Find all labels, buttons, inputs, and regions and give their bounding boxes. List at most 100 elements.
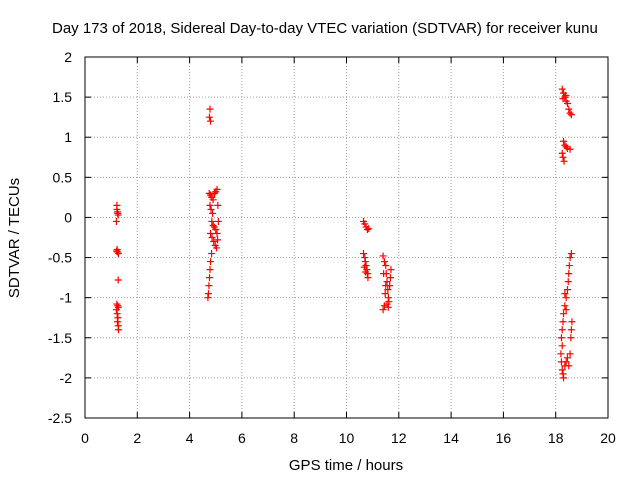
data-point-marker xyxy=(558,85,566,93)
data-point-marker xyxy=(564,278,572,286)
data-point-marker xyxy=(565,270,573,278)
x-tick-label: 12 xyxy=(391,430,407,446)
data-point-marker xyxy=(568,318,576,326)
data-point-marker xyxy=(383,278,391,286)
data-point-marker xyxy=(383,300,391,308)
data-point-marker xyxy=(112,306,120,314)
data-point-marker xyxy=(565,105,573,113)
data-point-marker xyxy=(205,113,213,121)
data-point-marker xyxy=(558,342,566,350)
data-point-marker xyxy=(558,149,566,157)
x-tick-label: 16 xyxy=(496,430,512,446)
y-tick-label: -0.5 xyxy=(48,250,72,266)
data-point-marker xyxy=(566,350,574,358)
data-point-marker xyxy=(561,93,569,101)
data-point-marker xyxy=(562,143,570,151)
data-point-marker xyxy=(206,201,214,209)
data-point-marker xyxy=(209,196,217,204)
data-point-marker xyxy=(114,302,122,310)
data-point-marker xyxy=(558,366,566,374)
y-tick-label: 0.5 xyxy=(53,169,73,185)
data-point-marker xyxy=(380,270,388,278)
y-tick-label: -1.5 xyxy=(48,330,72,346)
data-point-marker xyxy=(384,286,392,294)
data-point-marker xyxy=(559,153,567,161)
data-point-marker xyxy=(214,201,222,209)
data-point-marker xyxy=(566,145,574,153)
data-point-marker xyxy=(212,225,220,233)
data-point-marker xyxy=(207,117,215,125)
data-point-marker xyxy=(379,252,387,260)
data-point-marker xyxy=(207,258,215,266)
data-point-marker xyxy=(214,236,222,244)
data-point-marker xyxy=(204,294,212,302)
data-point-marker xyxy=(214,217,222,225)
data-point-marker xyxy=(114,211,122,219)
data-point-marker xyxy=(205,274,213,282)
data-point-marker xyxy=(386,274,394,282)
y-tick-labels: 2 1.5 1 0.5 0 -0.5 -1 -1.5 -2 -2.5 xyxy=(48,49,72,426)
data-point-marker xyxy=(558,326,566,334)
data-point-marker xyxy=(387,266,395,274)
data-point-marker xyxy=(381,290,389,298)
data-point-marker xyxy=(113,247,121,255)
x-axis-label: GPS time / hours xyxy=(289,457,403,474)
y-tick-label: 0 xyxy=(64,209,72,225)
data-point-marker xyxy=(213,244,221,252)
x-tick-label: 20 xyxy=(600,430,616,446)
y-axis-label: SDTVAR / TECUs xyxy=(6,178,23,298)
data-point-marker xyxy=(360,263,368,271)
data-point-marker xyxy=(559,318,567,326)
data-point-marker xyxy=(210,189,218,197)
data-point-marker xyxy=(361,220,369,228)
data-point-marker xyxy=(566,109,574,117)
data-points xyxy=(112,85,576,382)
x-tick-labels: 0 2 4 6 8 10 12 14 16 18 20 xyxy=(81,430,616,446)
data-point-marker xyxy=(561,290,569,298)
data-point-marker xyxy=(208,250,216,258)
x-tick-label: 2 xyxy=(133,430,141,446)
data-point-marker xyxy=(557,350,565,358)
data-point-marker xyxy=(567,326,575,334)
data-point-marker xyxy=(379,306,387,314)
data-point-marker xyxy=(560,137,568,145)
data-point-marker xyxy=(380,258,388,266)
data-point-marker xyxy=(562,92,570,100)
y-tick-label: -2 xyxy=(60,370,73,386)
data-point-marker xyxy=(361,258,369,266)
y-tick-label: 1 xyxy=(64,129,72,145)
data-point-marker xyxy=(209,209,217,217)
data-point-marker xyxy=(565,362,573,370)
x-tick-label: 14 xyxy=(443,430,459,446)
data-point-marker xyxy=(560,374,568,382)
data-point-marker xyxy=(563,100,571,108)
data-point-marker xyxy=(213,229,221,237)
data-point-marker xyxy=(567,250,575,258)
x-tick-label: 10 xyxy=(339,430,355,446)
data-point-marker xyxy=(206,105,214,113)
chart-title: Day 173 of 2018, Sidereal Day-to-day VTE… xyxy=(52,20,598,37)
data-point-marker xyxy=(364,274,372,282)
axis-ticks xyxy=(84,56,609,419)
y-tick-label: 1.5 xyxy=(53,89,73,105)
data-point-marker xyxy=(112,217,120,225)
data-point-marker xyxy=(365,225,373,233)
data-point-marker xyxy=(205,282,213,290)
data-point-marker xyxy=(563,286,571,294)
data-point-marker xyxy=(562,294,570,302)
x-tick-label: 8 xyxy=(290,430,298,446)
y-tick-label: -1 xyxy=(60,290,73,306)
data-point-marker xyxy=(362,262,370,270)
data-point-marker xyxy=(566,254,574,262)
x-tick-label: 0 xyxy=(81,430,89,446)
data-point-marker xyxy=(382,282,390,290)
data-point-marker xyxy=(557,334,565,342)
data-point-marker xyxy=(562,358,570,366)
data-point-marker xyxy=(561,302,569,310)
data-point-marker xyxy=(384,303,392,311)
data-point-marker xyxy=(363,225,371,233)
data-point-marker xyxy=(207,205,215,213)
data-point-marker xyxy=(113,318,121,326)
data-point-marker xyxy=(114,276,122,284)
data-point-marker xyxy=(206,266,214,274)
